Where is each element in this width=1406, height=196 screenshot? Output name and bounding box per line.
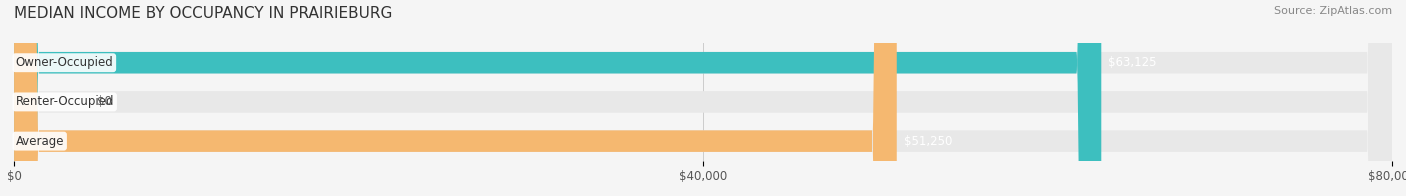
Text: Owner-Occupied: Owner-Occupied bbox=[15, 56, 114, 69]
FancyBboxPatch shape bbox=[14, 0, 1101, 196]
FancyBboxPatch shape bbox=[14, 0, 897, 196]
Text: Renter-Occupied: Renter-Occupied bbox=[15, 95, 114, 108]
FancyBboxPatch shape bbox=[14, 0, 1392, 196]
Text: $51,250: $51,250 bbox=[904, 135, 952, 148]
Text: MEDIAN INCOME BY OCCUPANCY IN PRAIRIEBURG: MEDIAN INCOME BY OCCUPANCY IN PRAIRIEBUR… bbox=[14, 6, 392, 21]
Text: Average: Average bbox=[15, 135, 63, 148]
Text: $63,125: $63,125 bbox=[1108, 56, 1157, 69]
FancyBboxPatch shape bbox=[14, 0, 1392, 196]
FancyBboxPatch shape bbox=[14, 0, 1392, 196]
Text: Source: ZipAtlas.com: Source: ZipAtlas.com bbox=[1274, 6, 1392, 16]
Text: $0: $0 bbox=[97, 95, 111, 108]
